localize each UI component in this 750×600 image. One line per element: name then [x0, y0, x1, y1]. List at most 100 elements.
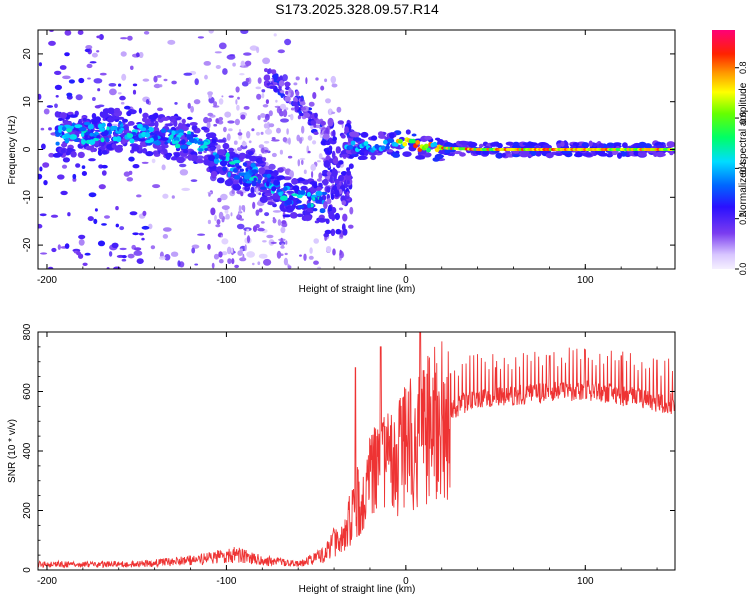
spectrogram-cell	[60, 149, 66, 154]
spectrogram-cell	[273, 73, 278, 81]
spectrogram-cell	[210, 170, 218, 178]
spectrogram-cell	[292, 185, 300, 192]
spectrogram-cell	[84, 48, 91, 53]
spectrogram-cell	[190, 105, 195, 113]
spectrogram-cell	[332, 129, 336, 138]
spectrogram-cell	[209, 146, 216, 151]
spectrogram-cell	[299, 101, 306, 106]
spectrogram-cell	[266, 173, 272, 178]
spectrogram-cell	[283, 186, 288, 191]
spectrogram-cell	[308, 101, 315, 107]
spectrogram-cell	[142, 112, 149, 119]
spectrogram-cell	[279, 103, 287, 110]
spectrogram-cell	[66, 128, 72, 133]
spectrogram-cell	[144, 118, 152, 125]
spectrogram-cell	[64, 243, 70, 249]
spectrogram-cell	[282, 214, 292, 218]
spectrogram-cell	[97, 88, 101, 92]
spectrogram-cell	[194, 78, 199, 86]
spectrogram-cell	[111, 242, 119, 249]
spectrogram-cell	[301, 125, 305, 134]
spectrogram-cell	[101, 170, 107, 176]
spectrogram-cell	[160, 128, 167, 134]
spectrogram-cell	[315, 190, 323, 197]
spectrogram-cell	[308, 255, 314, 260]
spectrogram-cell	[77, 151, 85, 159]
spectrogram-cell	[237, 213, 240, 218]
spectrogram-cell	[342, 228, 348, 236]
spectrogram-cell	[119, 95, 126, 101]
spectrogram-cell	[136, 194, 142, 198]
spectrogram-cell	[295, 90, 300, 97]
spectrogram-cell	[267, 201, 275, 206]
spectrogram-cell	[260, 113, 266, 118]
spectrogram-cell	[243, 106, 250, 110]
spectrogram-cell	[138, 232, 144, 236]
snr-x-label: Height of straight line (km)	[299, 584, 416, 595]
spectrogram-cell	[132, 232, 139, 236]
spectrogram-cell	[501, 153, 507, 158]
spectrogram-cell	[310, 163, 317, 172]
spectrogram-cell	[363, 141, 369, 146]
spectrogram-cell	[81, 131, 85, 138]
spectrogram-cell	[241, 205, 246, 211]
spectrogram-cell	[129, 138, 135, 144]
spectrogram-cell	[54, 111, 60, 118]
spectrogram-cell	[215, 144, 221, 151]
spectrogram-cell	[280, 118, 289, 123]
spectrogram-cell	[325, 218, 330, 225]
spectrogram-cell	[189, 122, 198, 126]
spectrogram-cell	[41, 143, 46, 150]
snr-x-tick-label: -200	[37, 576, 57, 587]
spectrogram-cell	[348, 131, 359, 137]
spectrogram-cell	[505, 141, 514, 146]
spectrogram-cell	[68, 79, 75, 84]
spectrogram-cell	[207, 117, 212, 123]
spectrogram-cell	[176, 156, 186, 164]
spectrogram-cell	[252, 262, 255, 266]
spectrogram-cell	[497, 142, 503, 149]
spectrogram-cell	[264, 149, 269, 153]
spectrogram-cell	[127, 253, 135, 259]
spectrogram-cell	[266, 121, 271, 130]
spectrogram-cell	[218, 259, 224, 264]
spectrogram-cell	[402, 141, 408, 147]
spectrogram-cell	[64, 52, 70, 57]
spectrogram-cell	[47, 266, 54, 269]
spectrogram-cell	[81, 139, 86, 145]
spectrogram-cell	[224, 179, 234, 187]
spectrogram-cell	[138, 107, 142, 114]
spectrogram-cell	[423, 143, 429, 149]
spectrogram-cell	[272, 210, 282, 213]
spectrogram-cell	[211, 262, 215, 269]
snr-y-tick-label: 0	[22, 567, 33, 573]
spectrogram-cell	[266, 180, 270, 187]
spectrogram-cell	[260, 131, 264, 135]
spectrogram-cell	[244, 60, 252, 66]
spectrogram-cell	[234, 264, 240, 269]
spectrogram-cell	[152, 184, 161, 189]
spectrogram-x-tick-label: -100	[216, 275, 236, 286]
spectrogram-cell	[257, 77, 262, 84]
spectrogram-cell	[179, 169, 189, 176]
spectrogram-marks	[38, 30, 675, 269]
spectrogram-cell	[218, 211, 224, 220]
spectrogram-cell	[48, 152, 55, 158]
spectrogram-cell	[228, 95, 234, 98]
spectrogram-cell	[411, 138, 416, 144]
spectrogram-cell	[115, 136, 122, 143]
spectrogram-cell	[120, 51, 127, 57]
spectrogram-cell	[309, 247, 313, 254]
spectrogram-cell	[287, 265, 292, 269]
spectrogram-cell	[208, 192, 211, 197]
spectrogram-cell	[115, 223, 120, 228]
spectrogram-cell	[257, 261, 261, 266]
spectrogram-cell	[233, 175, 241, 180]
spectrogram-cell	[291, 178, 299, 185]
spectrogram-cell	[153, 83, 161, 89]
spectrogram-cell	[78, 77, 85, 84]
spectrogram-cell	[214, 51, 222, 54]
snr-y-tick-label: 800	[22, 323, 33, 340]
spectrogram-cell	[324, 229, 332, 235]
spectrogram-cell	[118, 128, 123, 134]
